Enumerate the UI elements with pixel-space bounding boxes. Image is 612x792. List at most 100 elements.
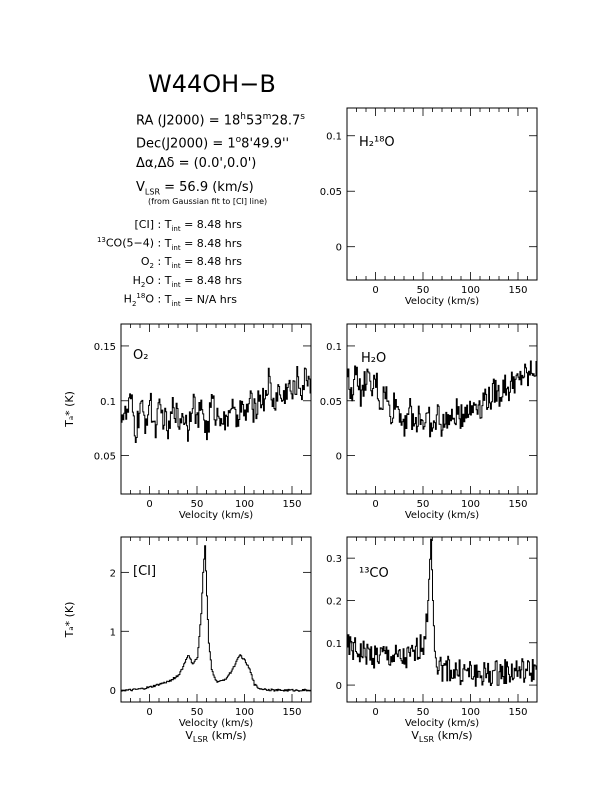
vlsr-symbol: V: [136, 180, 145, 195]
x-axis-label: Velocity (km/s): [179, 510, 253, 521]
ra-seconds-unit: s: [300, 112, 305, 122]
y-tick-label: 2: [110, 568, 116, 579]
dec-degrees: 1: [227, 136, 236, 152]
plot-frame: [346, 323, 538, 495]
x-tick-label: 50: [417, 285, 430, 296]
y-tick-label: 0.1: [326, 342, 342, 353]
x-tick-label: 0: [372, 499, 378, 510]
panel-o2: 0 50 100 150 0.05 0.1 0.15 Velocity (km/s) Tₐ* (…: [63, 323, 312, 521]
y-tick-label: 0.05: [320, 397, 342, 408]
vlsr-note: (from Gaussian fit to [CI] line): [148, 197, 268, 206]
y-tick-label: 0: [336, 681, 342, 692]
y-tick-label: 0.1: [100, 397, 116, 408]
y-tick-label: 1: [110, 627, 116, 638]
x-axis-label-vlsr: VLSR (km/s): [185, 729, 246, 744]
dec-rest: 8'49.9'': [241, 136, 290, 152]
x-tick-label: 100: [461, 707, 480, 718]
line-name: H218O: [123, 292, 154, 308]
integration-separator: :: [154, 274, 165, 287]
panel-title: O₂: [133, 348, 148, 363]
panel-h2o18: 0 50 100 150 0 0.05 0.1 Velocity (km/s) H₂¹⁸O: [320, 107, 538, 307]
y-tick-label: 0.3: [326, 554, 342, 565]
x-tick-label: 50: [191, 707, 204, 718]
line-name: 13CO(5−4): [96, 236, 154, 250]
line-name: H2O: [132, 274, 154, 290]
x-tick-label: 0: [146, 499, 152, 510]
x-tick-label: 150: [508, 499, 527, 510]
x-tick-label: 50: [417, 707, 430, 718]
x-axis-label-vlsr: VLSR (km/s): [411, 729, 472, 744]
plot-frame: [346, 107, 538, 281]
integration-time: Tint = N/A hrs: [164, 292, 237, 308]
ra-minutes-unit: m: [262, 112, 272, 122]
panel-title: [CI]: [133, 564, 156, 579]
x-tick-label: 100: [235, 499, 254, 510]
position-offset: Δα,Δδ = (0.0',0.0'): [136, 156, 257, 171]
line-name: [CI]: [134, 218, 154, 231]
x-tick-label: 0: [372, 707, 378, 718]
ra-hours: 18: [223, 113, 241, 129]
y-axis-label: Tₐ* (K): [63, 391, 76, 428]
y-tick-label: 0.2: [326, 596, 342, 607]
x-axis-label: Velocity (km/s): [405, 510, 479, 521]
y-tick-label: 0: [110, 686, 116, 697]
dec-coordinate: Dec(J2000) = 1o8'49.9'': [136, 135, 289, 151]
x-tick-label: 0: [146, 707, 152, 718]
panel-co13: 0 50 100 150 0 0.1 0.2 0.3 Velocity (km/s)VLSR (…: [326, 536, 538, 744]
y-tick-label: 0: [336, 452, 342, 463]
panel-ci: 0 50 100 150 0 1 2 Velocity (km/s)VLSR (km/s) Tₐ…: [63, 536, 312, 744]
ra-minutes: 53: [246, 113, 263, 129]
y-tick-label: 0.05: [320, 187, 342, 198]
integration-separator: :: [154, 218, 165, 231]
panel-title: H₂O: [361, 351, 386, 366]
x-tick-label: 100: [235, 707, 254, 718]
integration-row: O2 : Tint = 8.48 hrs: [60, 255, 480, 270]
dec-degree-unit: o: [235, 135, 242, 145]
integration-separator: :: [154, 236, 165, 250]
x-tick-label: 150: [282, 707, 301, 718]
x-tick-label: 50: [417, 499, 430, 510]
x-tick-label: 150: [508, 285, 527, 296]
dec-label: Dec(J2000) =: [136, 136, 228, 152]
vlsr-number: = 56.9 (km/s): [160, 180, 254, 195]
plot-frame: [120, 323, 312, 495]
ra-hours-unit: h: [240, 112, 247, 122]
panel-h2o: 0 50 100 150 0 0.05 0.1 Velocity (km/s) H₂O: [320, 323, 538, 521]
x-tick-label: 150: [282, 499, 301, 510]
spectrum-line: [347, 538, 538, 687]
y-tick-label: 0: [336, 243, 342, 254]
spectrum-line: [121, 366, 312, 443]
x-axis-label: Velocity (km/s): [179, 718, 253, 729]
x-axis-label: Velocity (km/s): [405, 296, 479, 307]
x-tick-label: 50: [191, 499, 204, 510]
x-tick-label: 100: [461, 499, 480, 510]
page-title: W44OH−B: [148, 70, 276, 98]
y-tick-label: 0.1: [326, 132, 342, 143]
ra-seconds: 28.7: [271, 113, 301, 129]
spectrum-line: [121, 545, 312, 692]
vlsr-subscript: LSR: [144, 187, 160, 197]
x-tick-label: 100: [461, 285, 480, 296]
integration-time: Tint = 8.48 hrs: [164, 236, 243, 252]
integration-separator: :: [154, 292, 165, 306]
integration-row: 13CO(5−4) : Tint = 8.48 hrs: [60, 236, 480, 252]
x-tick-label: 0: [372, 285, 378, 296]
y-tick-label: 0.05: [94, 452, 116, 463]
panel-title: H₂¹⁸O: [359, 135, 395, 150]
line-name: O2: [140, 255, 154, 271]
integration-time: Tint = 8.48 hrs: [164, 274, 243, 290]
x-tick-label: 150: [508, 707, 527, 718]
integration-row: H2O : Tint = 8.48 hrs: [60, 274, 480, 289]
ra-label: RA (J2000) =: [136, 113, 224, 129]
panel-title: ¹³CO: [359, 566, 389, 581]
integration-time: Tint = 8.48 hrs: [164, 218, 243, 234]
plot-frame: [120, 536, 312, 703]
x-axis-label: Velocity (km/s): [405, 718, 479, 729]
integration-separator: :: [154, 255, 165, 268]
integration-row: [CI] : Tint = 8.48 hrs: [60, 218, 480, 233]
integration-time: Tint = 8.48 hrs: [164, 255, 243, 271]
vlsr-value: VLSR = 56.9 (km/s): [136, 180, 254, 197]
y-tick-label: 0.1: [326, 639, 342, 650]
integration-row: H218O : Tint = N/A hrs: [60, 292, 480, 308]
